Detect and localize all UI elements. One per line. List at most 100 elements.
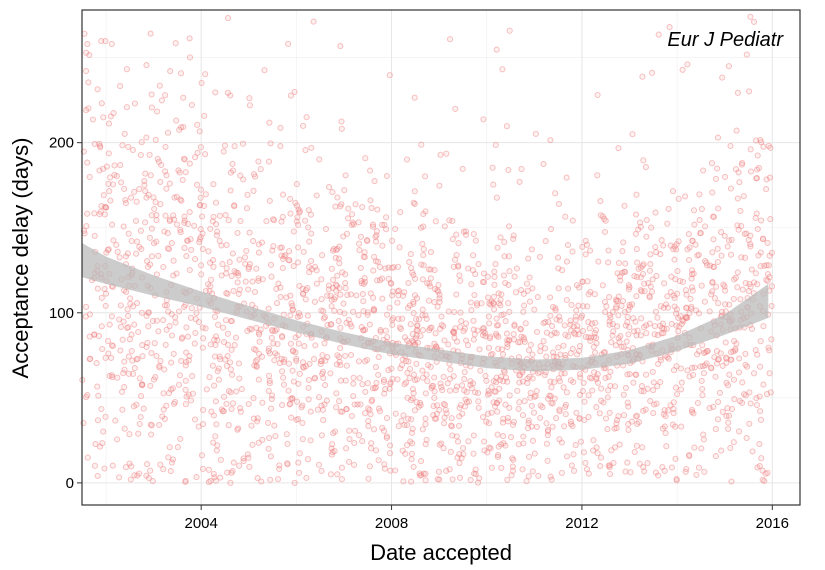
data-point (212, 433, 219, 440)
data-point (441, 420, 448, 427)
data-point (743, 434, 750, 442)
data-point (768, 336, 775, 343)
data-point (178, 357, 185, 364)
data-point (221, 393, 228, 400)
data-point (468, 385, 475, 392)
data-point (635, 226, 642, 233)
data-point (691, 364, 698, 371)
data-point (563, 258, 570, 265)
data-point (160, 466, 167, 473)
data-point (327, 471, 334, 478)
data-point (381, 461, 388, 468)
data-point (561, 322, 568, 329)
data-point (167, 68, 174, 75)
data-point (213, 447, 220, 454)
data-point (501, 239, 508, 246)
data-point (116, 474, 123, 481)
data-point (116, 254, 123, 261)
data-point (693, 307, 700, 314)
data-point (291, 479, 298, 486)
data-point (643, 330, 650, 337)
data-point (529, 375, 536, 382)
data-point (193, 474, 200, 481)
data-point (203, 386, 210, 393)
data-point (684, 246, 691, 253)
data-point (671, 294, 678, 302)
data-point (191, 416, 199, 423)
data-point (628, 418, 635, 425)
data-point (139, 353, 146, 360)
data-point (395, 315, 402, 322)
data-point (485, 387, 492, 394)
data-point (615, 413, 622, 420)
data-point (606, 318, 613, 325)
data-point (500, 433, 507, 440)
data-point (459, 410, 466, 417)
data-point (136, 420, 143, 428)
data-point (413, 376, 421, 383)
data-point (123, 66, 130, 73)
data-point (407, 438, 414, 445)
data-point (147, 172, 154, 179)
data-point (383, 434, 390, 441)
data-point (128, 237, 135, 245)
data-point (201, 112, 208, 119)
data-point (120, 318, 127, 325)
data-point (499, 419, 506, 426)
data-point (255, 329, 262, 336)
data-point (657, 303, 664, 310)
data-point (726, 371, 733, 378)
data-point (350, 380, 357, 387)
data-point (621, 308, 628, 316)
data-point (167, 468, 174, 475)
data-point (128, 331, 135, 338)
data-point (558, 439, 565, 446)
data-point (724, 405, 731, 412)
data-point (145, 474, 152, 482)
data-point (370, 294, 377, 301)
data-point (269, 392, 276, 399)
data-point (334, 194, 341, 201)
data-point (460, 445, 467, 452)
data-point (511, 273, 518, 280)
data-point (348, 351, 355, 359)
data-point (708, 160, 716, 167)
data-point (525, 347, 533, 354)
data-point (360, 327, 367, 334)
data-point (602, 217, 609, 224)
data-point (173, 270, 180, 277)
data-point (700, 431, 707, 438)
data-point (667, 402, 674, 409)
data-point (175, 308, 183, 315)
data-point (170, 257, 177, 264)
data-point (210, 181, 217, 188)
data-point (582, 333, 589, 340)
data-point (509, 421, 517, 428)
data-point (136, 375, 143, 382)
data-point (389, 292, 396, 299)
data-point (343, 362, 350, 369)
data-point (562, 411, 569, 418)
data-point (700, 370, 707, 377)
data-point (173, 117, 180, 124)
data-point (736, 398, 744, 405)
data-point (580, 303, 587, 310)
data-point (470, 336, 477, 343)
data-point (101, 465, 108, 472)
data-point (327, 370, 334, 377)
data-point (207, 477, 214, 485)
data-point (235, 290, 242, 297)
data-point (456, 404, 463, 411)
data-point (202, 191, 209, 198)
data-point (413, 295, 421, 302)
data-point (653, 272, 660, 279)
data-point (493, 46, 500, 53)
data-point (289, 395, 296, 402)
data-point (245, 286, 252, 293)
data-point (602, 374, 609, 382)
data-point (672, 423, 679, 430)
data-point (338, 464, 345, 471)
data-point (305, 384, 312, 391)
data-point (148, 104, 155, 111)
data-point (709, 278, 716, 286)
